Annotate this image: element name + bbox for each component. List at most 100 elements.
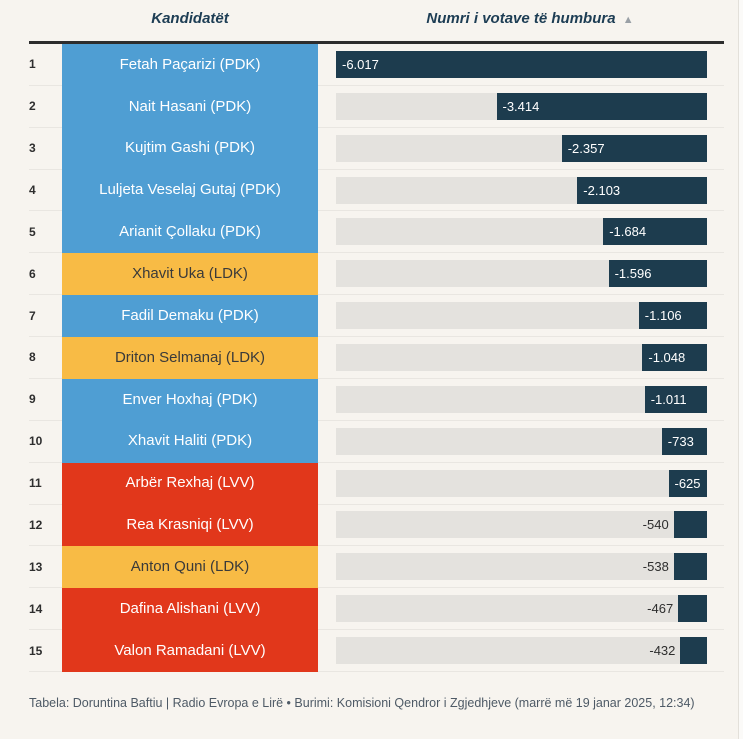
- candidate-name-cell: Arianit Çollaku (PDK): [62, 211, 318, 254]
- bar-cell: -6.017: [336, 44, 724, 86]
- value-label: -2.103: [583, 182, 621, 198]
- rank-number: 8: [29, 337, 62, 379]
- rank-number: 2: [29, 86, 62, 128]
- rank-number: 15: [29, 630, 62, 672]
- bar-track: -432: [336, 637, 707, 665]
- bar-cell: -1.048: [336, 337, 724, 379]
- value-bar: [577, 176, 707, 204]
- bar-track: -538: [336, 553, 707, 581]
- source-attribution: Tabela: Doruntina Baftiu | Radio Evropa …: [29, 696, 695, 710]
- bar-cell: -1.596: [336, 253, 724, 296]
- table-row: 1 Fetah Paçarizi (PDK) -6.017: [29, 44, 724, 86]
- column-header-votes-sort[interactable]: Numri i votave të humbura ▲: [336, 10, 724, 27]
- candidate-name-cell: Xhavit Haliti (PDK): [62, 420, 318, 463]
- candidate-name-cell: Fadil Demaku (PDK): [62, 295, 318, 338]
- candidate-name-cell: Nait Hasani (PDK): [62, 85, 318, 128]
- bar-cell: -540: [336, 505, 724, 547]
- rank-number: 10: [29, 421, 62, 463]
- bar-track: -3.414: [336, 92, 707, 120]
- table-row: 5 Arianit Çollaku (PDK) -1.684: [29, 211, 724, 254]
- bar-track: -2.103: [336, 176, 707, 204]
- column-gap: [318, 588, 336, 631]
- candidate-name-cell: Driton Selmanaj (LDK): [62, 337, 318, 379]
- rank-number: 12: [29, 505, 62, 547]
- value-label: -6.017: [342, 56, 379, 72]
- column-gap: [318, 546, 336, 589]
- bar-track: -1.684: [336, 218, 707, 246]
- value-label: -432: [649, 643, 676, 659]
- bar-track: -733: [336, 427, 707, 455]
- column-gap: [318, 44, 336, 86]
- value-bar: [642, 343, 707, 371]
- value-label: -733: [667, 433, 694, 449]
- value-bar: [638, 302, 707, 330]
- table-row: 8 Driton Selmanaj (LDK) -1.048: [29, 337, 724, 379]
- column-gap: [318, 295, 336, 338]
- rows-container: 1 Fetah Paçarizi (PDK) -6.017 2 Nait Has…: [29, 44, 724, 672]
- column-gap: [318, 337, 336, 379]
- column-gap: [318, 253, 336, 296]
- candidate-name-cell: Arbër Rexhaj (LVV): [62, 462, 318, 505]
- value-bar: [336, 50, 707, 78]
- column-gap: [318, 170, 336, 212]
- bar-cell: -1.106: [336, 295, 724, 338]
- value-bar: [668, 469, 707, 497]
- value-bar: [608, 260, 707, 288]
- column-gap: [318, 463, 336, 505]
- sort-ascending-icon: ▲: [622, 14, 634, 26]
- bar-track: -1.106: [336, 302, 707, 330]
- value-label: -3.414: [502, 98, 540, 114]
- table-row: 2 Nait Hasani (PDK) -3.414: [29, 85, 724, 128]
- value-bar: [661, 427, 707, 455]
- value-bar: [603, 218, 707, 246]
- rank-number: 13: [29, 546, 62, 589]
- column-header-candidates: Kandidatët: [151, 10, 229, 27]
- candidate-name-cell: Enver Hoxhaj (PDK): [62, 378, 318, 421]
- table-row: 13 Anton Quni (LDK) -538: [29, 546, 724, 589]
- table-row: 4 Luljeta Veselaj Gutaj (PDK) -2.103: [29, 169, 724, 212]
- bar-cell: -538: [336, 546, 724, 589]
- table-row: 7 Fadil Demaku (PDK) -1.106: [29, 295, 724, 338]
- table-row: 15 Valon Ramadani (LVV) -432: [29, 630, 724, 672]
- value-label: -1.011: [650, 391, 687, 407]
- candidate-name-cell: Valon Ramadani (LVV): [62, 630, 318, 672]
- rank-number: 6: [29, 253, 62, 296]
- rank-number: 3: [29, 128, 62, 170]
- candidate-name-cell: Xhavit Uka (LDK): [62, 253, 318, 296]
- value-bar: [561, 134, 707, 162]
- bar-track: -1.011: [336, 385, 707, 413]
- bar-track: -1.048: [336, 343, 707, 371]
- value-label: -538: [642, 559, 669, 575]
- bar-track: -2.357: [336, 134, 707, 162]
- column-gap: [318, 128, 336, 170]
- scrollbar-track[interactable]: [738, 0, 743, 739]
- bar-track: -625: [336, 469, 707, 497]
- column-header-votes-label: Numri i votave të humbura: [426, 10, 616, 27]
- table-row: 14 Dafina Alishani (LVV) -467: [29, 588, 724, 631]
- value-bar: [678, 595, 707, 623]
- bar-cell: -3.414: [336, 86, 724, 128]
- rank-number: 11: [29, 463, 62, 505]
- rank-number: 14: [29, 588, 62, 631]
- candidate-name-cell: Anton Quni (LDK): [62, 546, 318, 589]
- bar-cell: -625: [336, 463, 724, 505]
- table-row: 3 Kujtim Gashi (PDK) -2.357: [29, 127, 724, 170]
- column-gap: [318, 630, 336, 672]
- rank-number: 1: [29, 44, 62, 86]
- rank-number: 9: [29, 379, 62, 421]
- value-label: -467: [647, 601, 674, 617]
- rank-number: 7: [29, 295, 62, 338]
- value-bar: [673, 511, 707, 539]
- column-gap: [318, 86, 336, 128]
- value-label: -1.684: [609, 224, 647, 240]
- rank-number: 4: [29, 170, 62, 212]
- candidate-name-cell: Rea Krasniqi (LVV): [62, 504, 318, 547]
- column-gap: [318, 505, 336, 547]
- column-gap: [318, 211, 336, 254]
- table-row: 10 Xhavit Haliti (PDK) -733: [29, 420, 724, 463]
- table-row: 11 Arbër Rexhaj (LVV) -625: [29, 462, 724, 505]
- candidate-name-cell: Luljeta Veselaj Gutaj (PDK): [62, 169, 318, 212]
- value-label: -1.596: [614, 266, 652, 282]
- value-bar: [680, 637, 707, 665]
